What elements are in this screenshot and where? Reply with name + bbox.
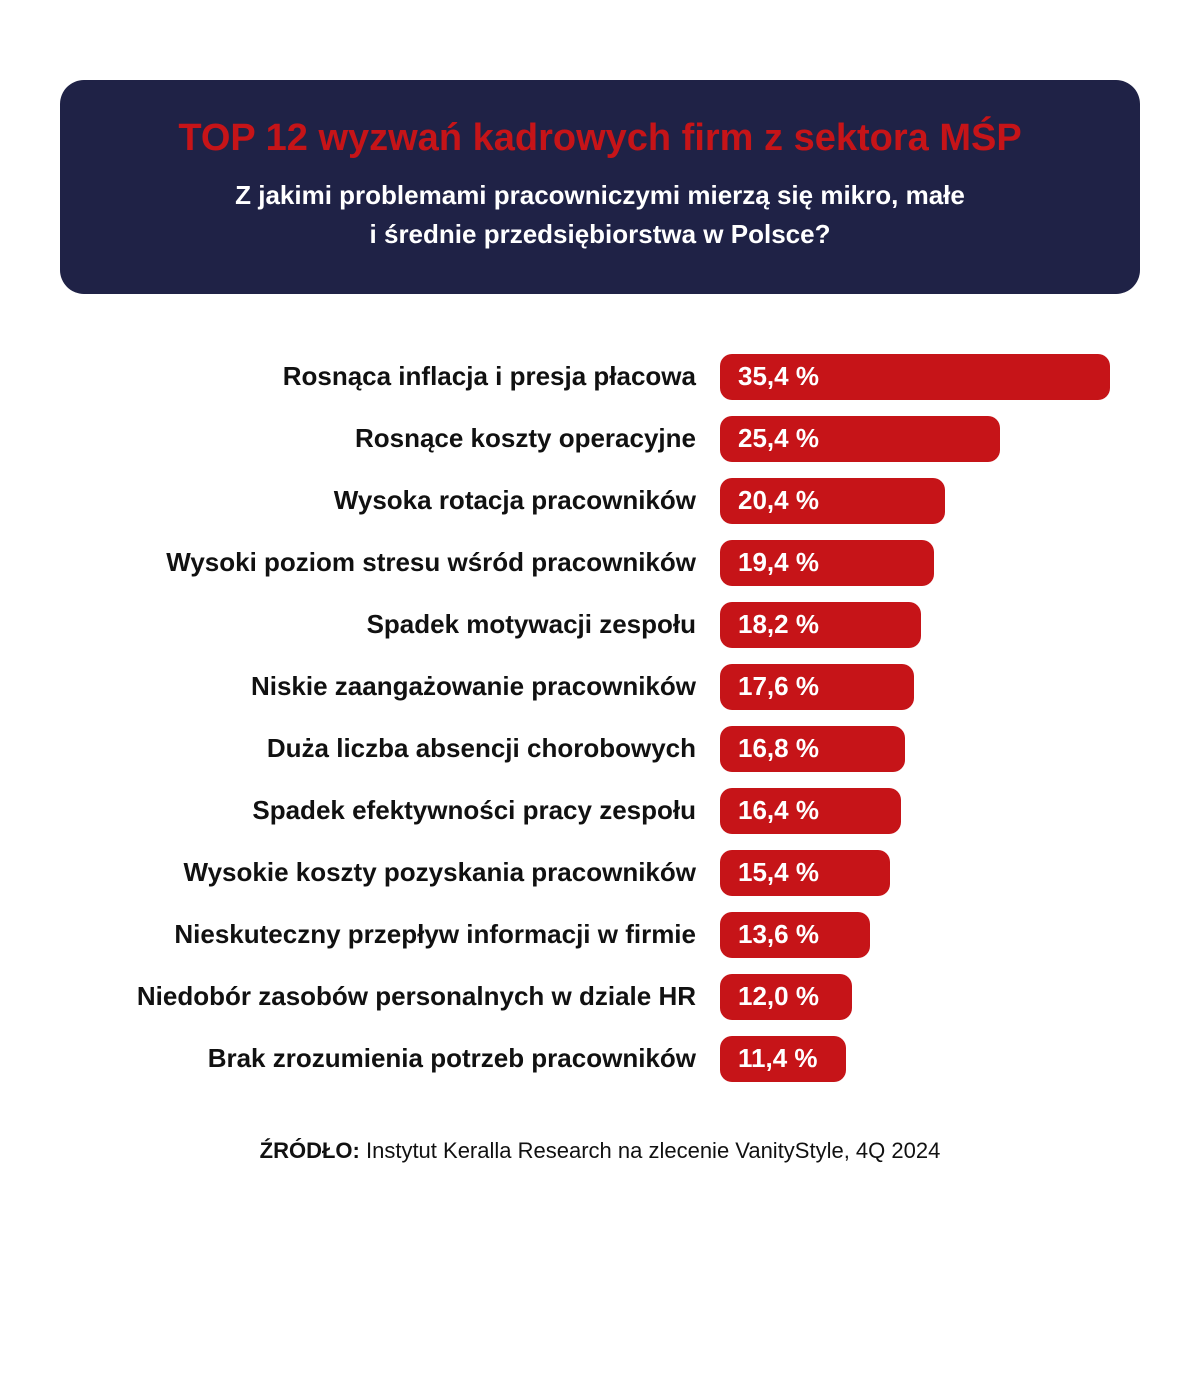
bar-value: 20,4 % — [738, 485, 819, 516]
bar: 15,4 % — [720, 850, 890, 896]
bar: 16,8 % — [720, 726, 905, 772]
bar-track: 13,6 % — [720, 912, 1110, 958]
bar-label: Niskie zaangażowanie pracowników — [80, 671, 720, 702]
bar-value: 16,4 % — [738, 795, 819, 826]
bar: 11,4 % — [720, 1036, 846, 1082]
bar-value: 17,6 % — [738, 671, 819, 702]
bar-label: Wysokie koszty pozyskania pracowników — [80, 857, 720, 888]
bar-label: Spadek efektywności pracy zespołu — [80, 795, 720, 826]
bar-track: 15,4 % — [720, 850, 1110, 896]
bar-track: 19,4 % — [720, 540, 1110, 586]
bar-label: Wysoka rotacja pracowników — [80, 485, 720, 516]
bar-label: Niedobór zasobów personalnych w dziale H… — [80, 981, 720, 1012]
bar-label: Wysoki poziom stresu wśród pracowników — [80, 547, 720, 578]
bar-label: Rosnące koszty operacyjne — [80, 423, 720, 454]
bar-row: Rosnące koszty operacyjne 25,4 % — [80, 416, 1110, 462]
bar-value: 25,4 % — [738, 423, 819, 454]
bar-row: Spadek motywacji zespołu 18,2 % — [80, 602, 1110, 648]
bar: 13,6 % — [720, 912, 870, 958]
source-line: ŹRÓDŁO: Instytut Keralla Research na zle… — [60, 1138, 1140, 1164]
bar-track: 18,2 % — [720, 602, 1110, 648]
bar-label: Spadek motywacji zespołu — [80, 609, 720, 640]
header-box: TOP 12 wyzwań kadrowych firm z sektora M… — [60, 80, 1140, 294]
chart-title: TOP 12 wyzwań kadrowych firm z sektora M… — [100, 116, 1100, 162]
bar-row: Niedobór zasobów personalnych w dziale H… — [80, 974, 1110, 1020]
bar: 35,4 % — [720, 354, 1110, 400]
bar-label: Rosnąca inflacja i presja płacowa — [80, 361, 720, 392]
bar-row: Niskie zaangażowanie pracowników 17,6 % — [80, 664, 1110, 710]
bar: 18,2 % — [720, 602, 921, 648]
bar-value: 19,4 % — [738, 547, 819, 578]
subtitle-line-2: i średnie przedsiębiorstwa w Polsce? — [370, 219, 831, 249]
bar-track: 16,4 % — [720, 788, 1110, 834]
bar-label: Duża liczba absencji chorobowych — [80, 733, 720, 764]
bar: 20,4 % — [720, 478, 945, 524]
infographic-canvas: TOP 12 wyzwań kadrowych firm z sektora M… — [0, 0, 1200, 1400]
bar-row: Brak zrozumienia potrzeb pracowników 11,4… — [80, 1036, 1110, 1082]
bar-label: Brak zrozumienia potrzeb pracowników — [80, 1043, 720, 1074]
bar-value: 11,4 % — [738, 1043, 818, 1074]
bar-value: 16,8 % — [738, 733, 819, 764]
bar: 16,4 % — [720, 788, 901, 834]
bar-value: 12,0 % — [738, 981, 819, 1012]
bar-row: Wysoka rotacja pracowników 20,4 % — [80, 478, 1110, 524]
bar-track: 25,4 % — [720, 416, 1110, 462]
bar-chart: Rosnąca inflacja i presja płacowa35,4 %R… — [60, 354, 1140, 1082]
bar-row: Wysoki poziom stresu wśród pracowników 19… — [80, 540, 1110, 586]
chart-subtitle: Z jakimi problemami pracowniczymi mierzą… — [100, 176, 1100, 254]
bar: 17,6 % — [720, 664, 914, 710]
bar-track: 11,4 % — [720, 1036, 1110, 1082]
bar-track: 20,4 % — [720, 478, 1110, 524]
bar-value: 35,4 % — [738, 361, 819, 392]
bar: 25,4 % — [720, 416, 1000, 462]
bar-row: Wysokie koszty pozyskania pracowników 15,… — [80, 850, 1110, 896]
subtitle-line-1: Z jakimi problemami pracowniczymi mierzą… — [235, 180, 965, 210]
bar-value: 15,4 % — [738, 857, 819, 888]
bar: 12,0 % — [720, 974, 852, 1020]
bar-row: Rosnąca inflacja i presja płacowa 35,4 % — [80, 354, 1110, 400]
bar-value: 13,6 % — [738, 919, 819, 950]
bar-row: Duża liczba absencji chorobowych 16,8 % — [80, 726, 1110, 772]
bar-track: 16,8 % — [720, 726, 1110, 772]
bar-row: Spadek efektywności pracy zespołu 16,4 % — [80, 788, 1110, 834]
bar-track: 17,6 % — [720, 664, 1110, 710]
source-label: ŹRÓDŁO: — [260, 1138, 360, 1163]
bar-value: 18,2 % — [738, 609, 819, 640]
bar-row: Nieskuteczny przepływ informacji w firmi… — [80, 912, 1110, 958]
source-text: Instytut Keralla Research na zlecenie Va… — [366, 1138, 940, 1163]
bar-track: 35,4 % — [720, 354, 1110, 400]
bar-track: 12,0 % — [720, 974, 1110, 1020]
bar: 19,4 % — [720, 540, 934, 586]
bar-label: Nieskuteczny przepływ informacji w firmi… — [80, 919, 720, 950]
